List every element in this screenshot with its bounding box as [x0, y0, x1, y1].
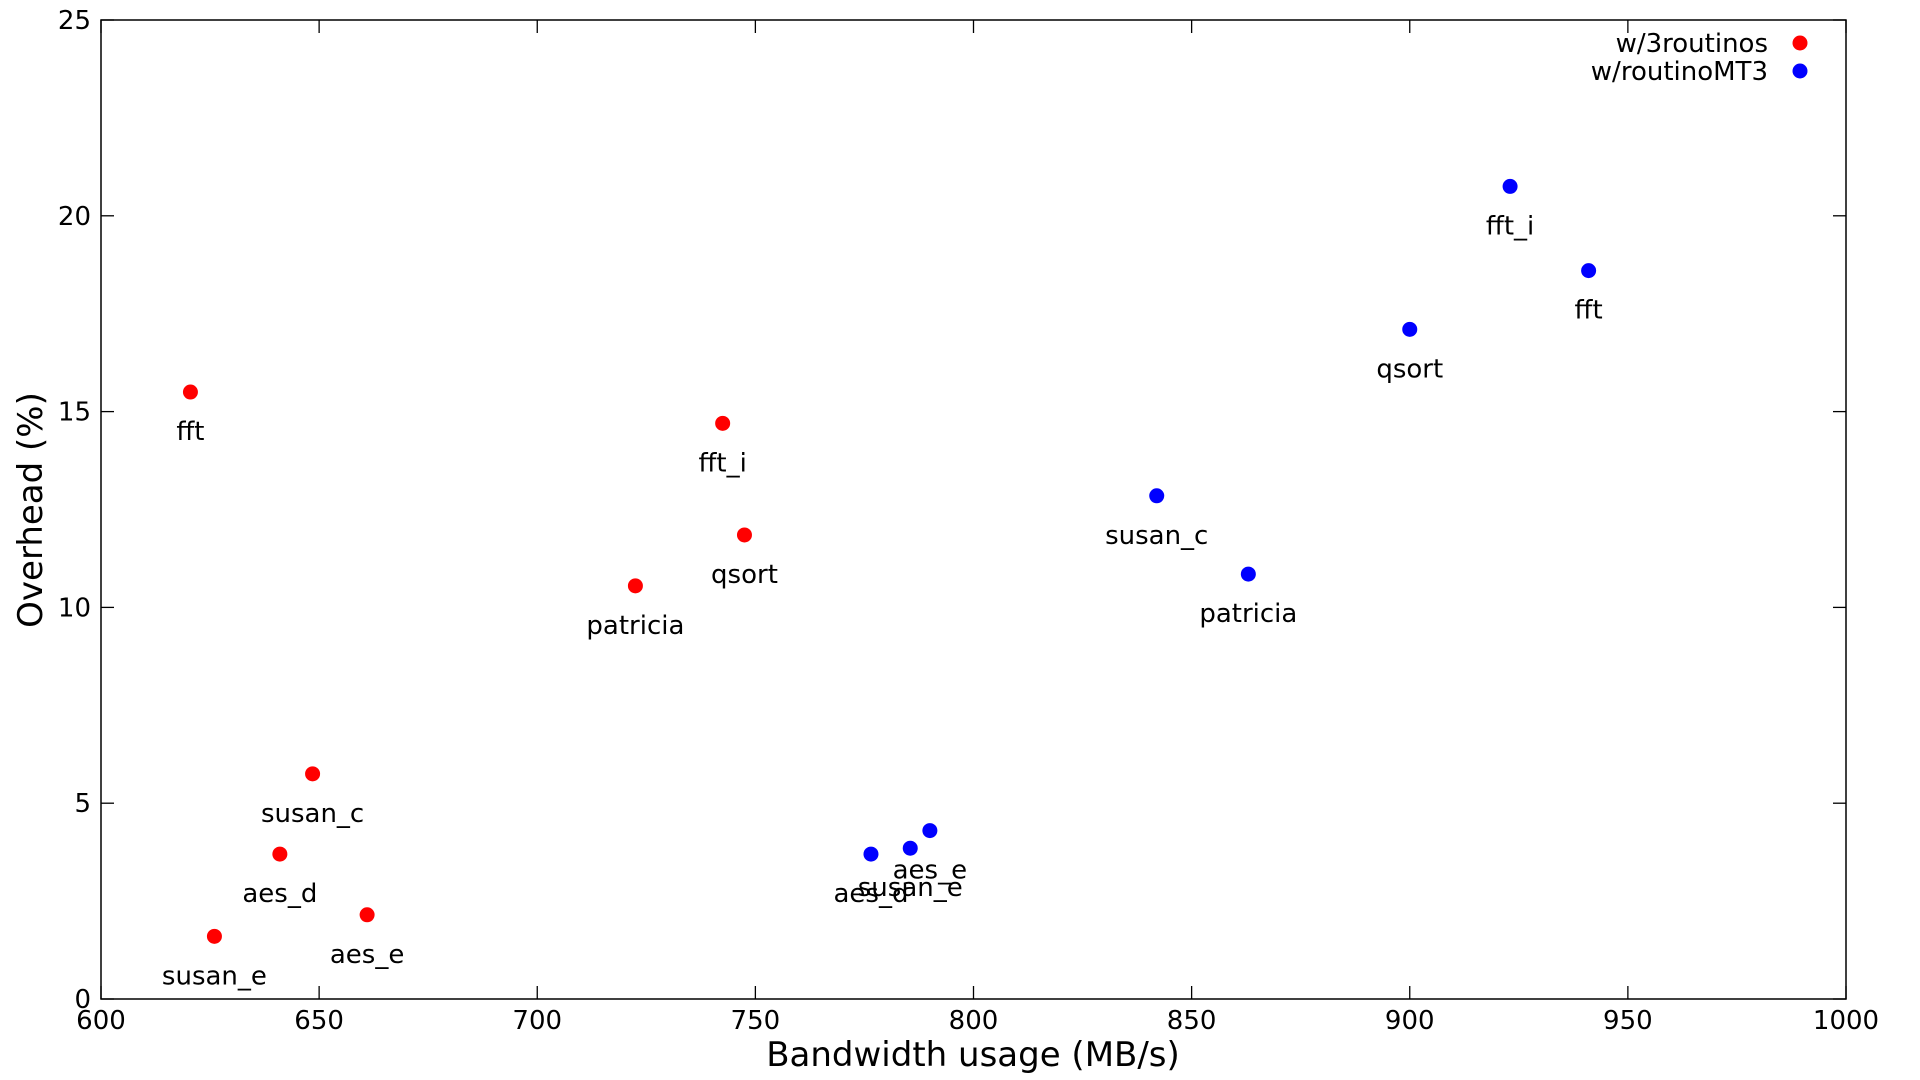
- data-point: [627, 578, 643, 594]
- x-tick-label: 800: [949, 1006, 999, 1036]
- plot-frame: [100, 19, 1847, 1000]
- x-tick-label: 900: [1385, 1006, 1435, 1036]
- point-label: patricia: [586, 611, 684, 641]
- data-point: [1502, 178, 1518, 194]
- y-tick-label: 5: [74, 789, 91, 819]
- x-tick-label: 650: [294, 1006, 344, 1036]
- point-label: qsort: [1376, 354, 1443, 384]
- data-point: [715, 415, 731, 431]
- y-tick-label: 0: [74, 985, 91, 1015]
- data-point: [863, 846, 879, 862]
- y-tick-label: 25: [58, 6, 91, 36]
- point-label: aes_e: [893, 856, 967, 886]
- point-label: aes_d: [833, 879, 908, 909]
- point-label: fft: [176, 417, 204, 447]
- point-label: patricia: [1199, 599, 1297, 629]
- data-point: [736, 527, 752, 543]
- point-label: fft_i: [698, 448, 746, 478]
- x-tick-label: 1000: [1813, 1006, 1879, 1036]
- x-axis: 600 650 700 750 800 850 900 950 1000: [76, 20, 1879, 1036]
- point-label: fft_i: [1486, 211, 1534, 241]
- point-label: susan_e: [858, 873, 963, 903]
- point-label: fft: [1575, 296, 1603, 326]
- x-tick-label: 950: [1603, 1006, 1653, 1036]
- data-point: [1402, 321, 1418, 337]
- data-point: [272, 846, 288, 862]
- data-point: [1149, 488, 1165, 504]
- x-tick-label: 750: [731, 1006, 781, 1036]
- point-label: susan_e: [162, 961, 267, 991]
- x-tick-label: 850: [1167, 1006, 1217, 1036]
- x-tick-label: 700: [512, 1006, 562, 1036]
- point-label: aes_d: [242, 879, 317, 909]
- data-point: [305, 766, 321, 782]
- x-axis-title: Bandwidth usage (MB/s): [766, 1035, 1180, 1075]
- y-tick-label: 15: [58, 398, 91, 428]
- legend-marker: [1792, 35, 1808, 51]
- y-tick-label: 10: [58, 593, 91, 623]
- data-point: [182, 384, 198, 400]
- data-point: [1581, 263, 1597, 279]
- legend-marker: [1792, 63, 1808, 79]
- y-tick-label: 20: [58, 202, 91, 232]
- data-point: [206, 928, 222, 944]
- point-label: qsort: [711, 560, 778, 590]
- data-point: [1240, 566, 1256, 582]
- point-label: aes_e: [330, 940, 404, 970]
- x-tick-label: 600: [76, 1006, 126, 1036]
- data-points: fftfft_iqsortpatriciasusan_caes_daes_esu…: [162, 178, 1603, 991]
- data-point: [902, 840, 918, 856]
- y-axis-title: Overhead (%): [11, 392, 51, 628]
- data-point: [359, 907, 375, 923]
- legend-label: w/3routinos: [1616, 29, 1768, 59]
- point-label: susan_c: [1105, 521, 1208, 551]
- y-axis: 0 5 10 15 20 25: [58, 6, 1846, 1015]
- legend-label: w/routinoMT3: [1591, 57, 1768, 87]
- point-label: susan_c: [261, 799, 364, 829]
- data-point: [922, 823, 938, 839]
